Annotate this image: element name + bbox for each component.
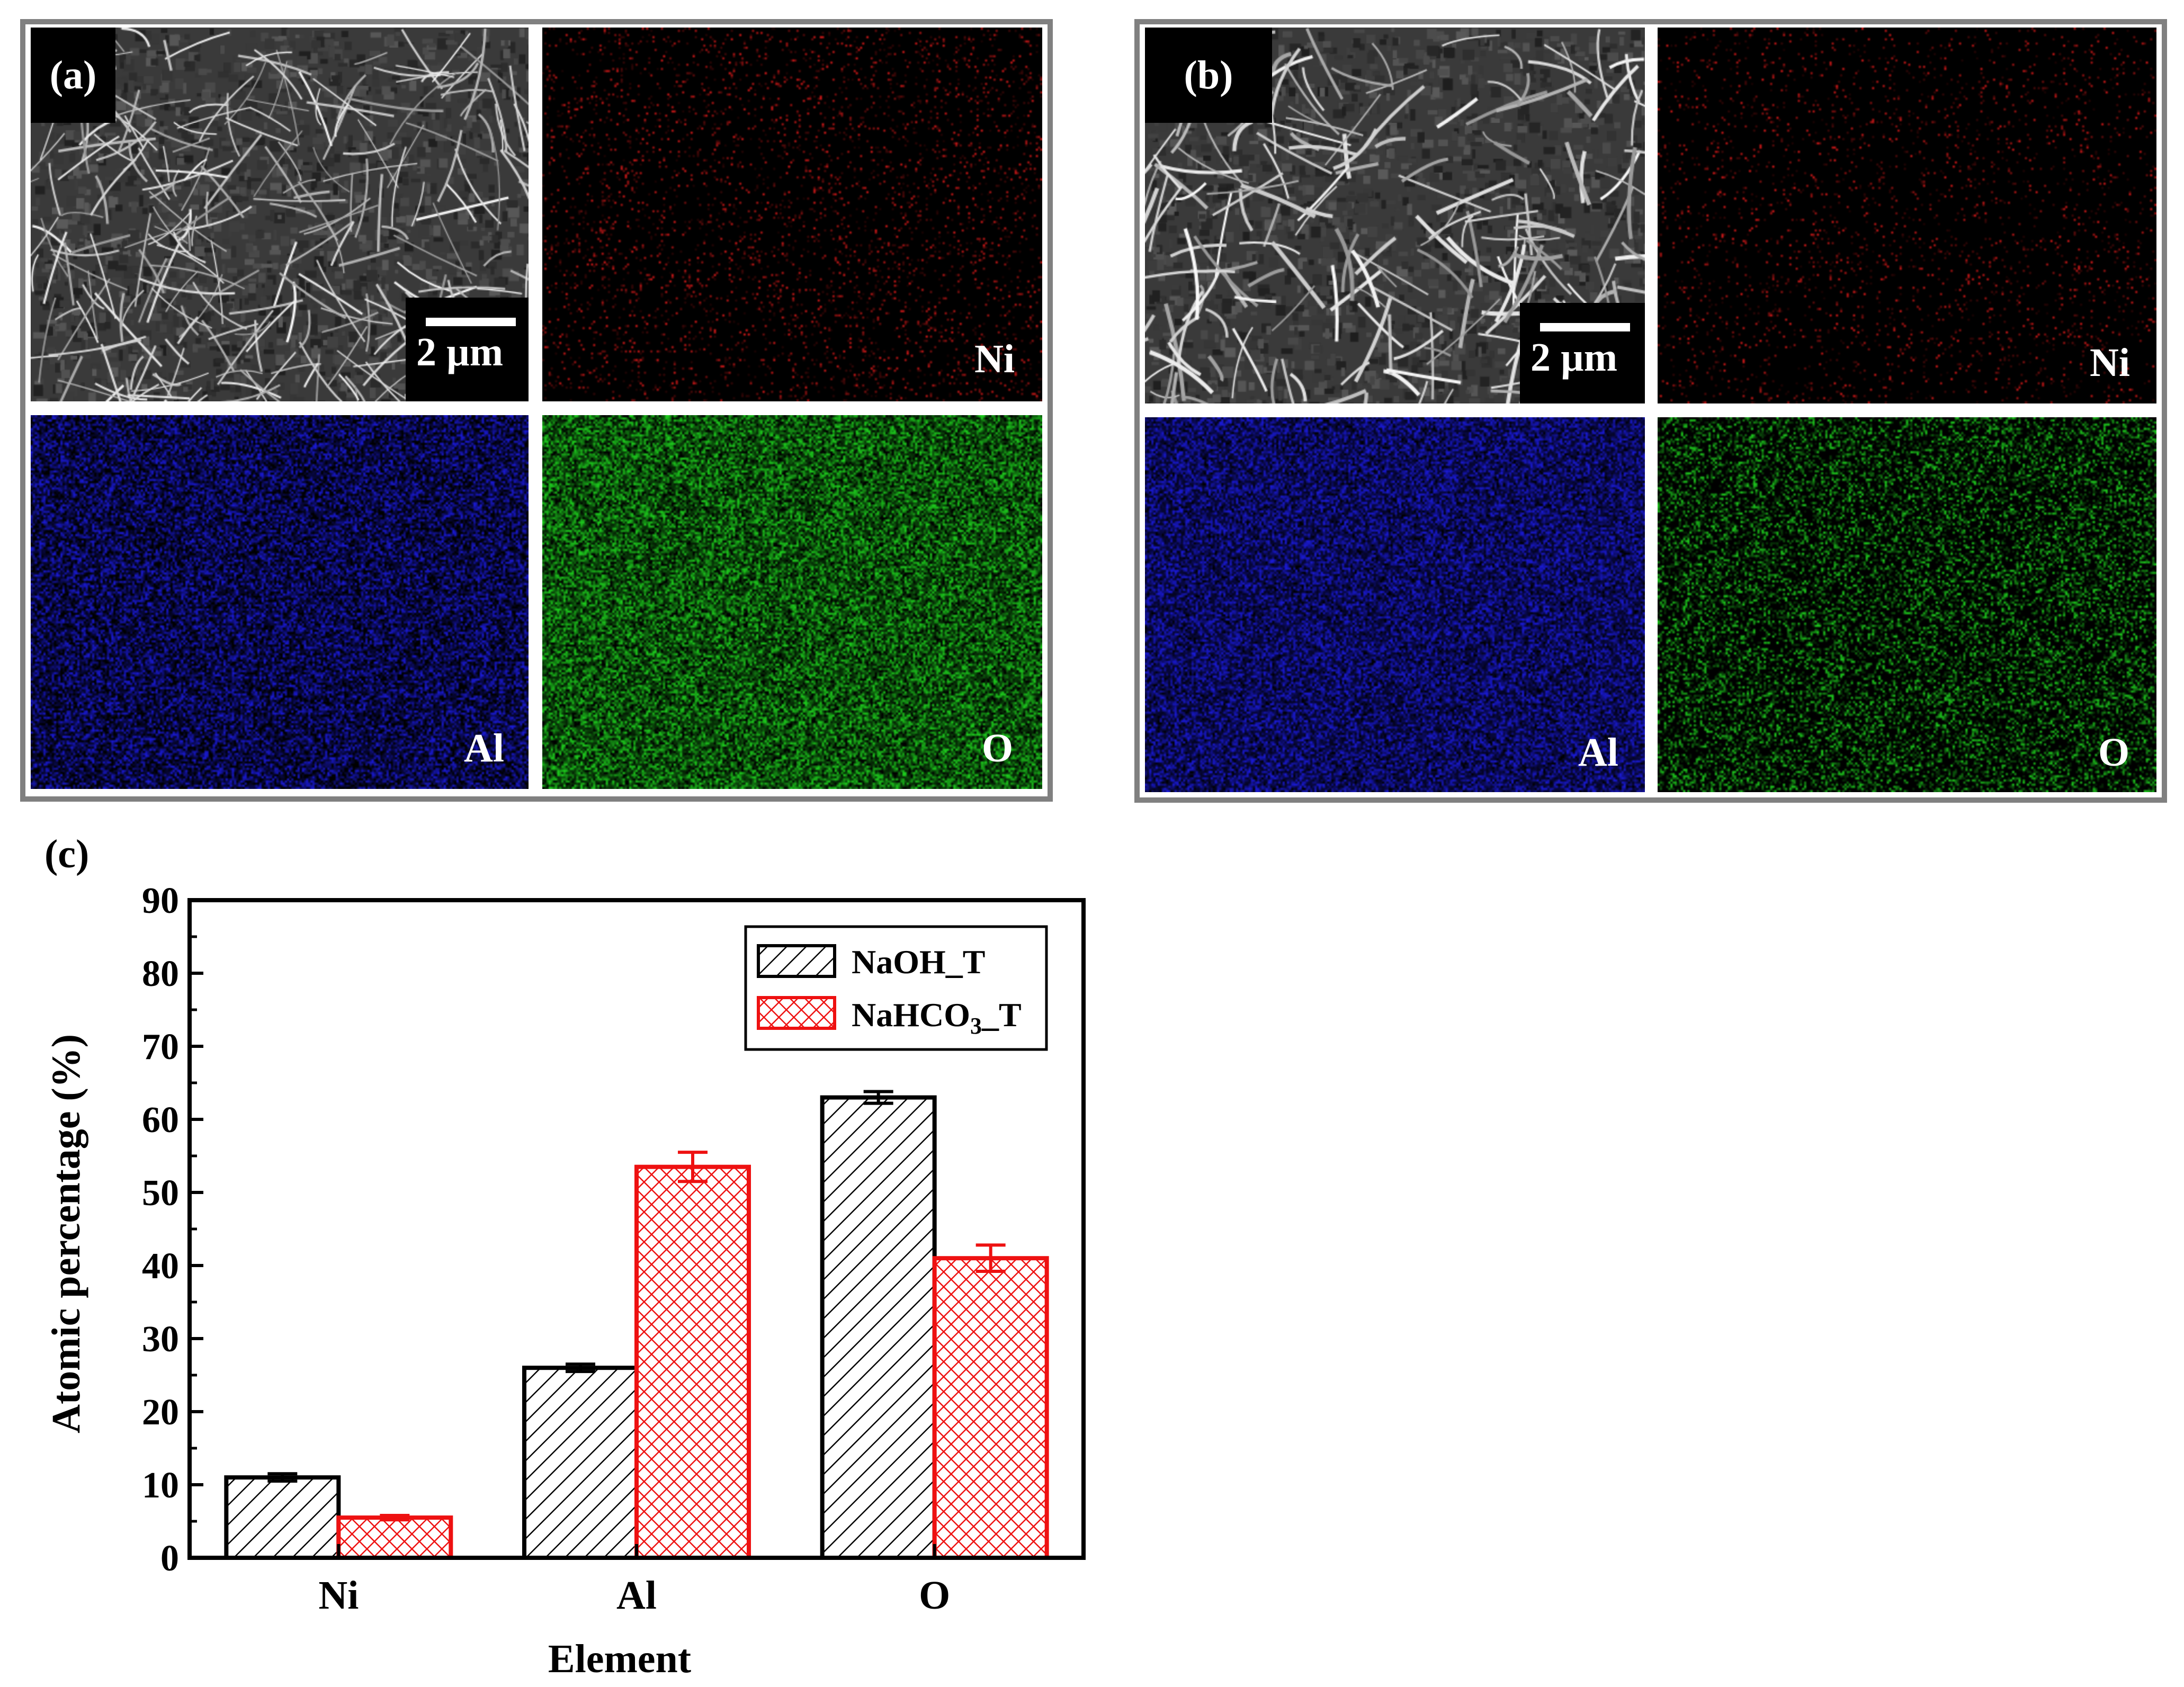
scale-bar-label: 2 µm bbox=[1530, 335, 1618, 380]
y-tick-label: 0 bbox=[160, 1538, 179, 1579]
bar-naoh_t-ni bbox=[224, 1475, 341, 1560]
panel-b-o-map bbox=[1658, 417, 2156, 792]
legend-label-nahco3-sub: 3 bbox=[970, 1013, 982, 1039]
panel-b-scale-bar: 2 µm bbox=[1520, 303, 1645, 403]
panel-b-ni-label: Ni bbox=[2090, 340, 2130, 385]
bar-nahco3_t-al bbox=[634, 1164, 751, 1560]
panel-a-al-label: Al bbox=[464, 726, 504, 770]
x-tick-label: Ni bbox=[318, 1573, 359, 1618]
bar-nahco3_t-o bbox=[932, 1256, 1049, 1560]
y-tick-label: 30 bbox=[142, 1319, 179, 1360]
panel-a-ni-map bbox=[542, 28, 1042, 401]
panel-a-ni-label: Ni bbox=[974, 337, 1015, 381]
y-tick-label: 40 bbox=[142, 1246, 179, 1287]
panel-a-o-map bbox=[542, 415, 1042, 789]
legend-swatch-naoh bbox=[757, 944, 836, 978]
chart-c: 0 10 20 30 40 50 60 70 80 90 Ni Al O Atomic percent… bbox=[44, 881, 1086, 1681]
scale-bar-line bbox=[1540, 323, 1630, 331]
scale-bar-label: 2 µm bbox=[416, 330, 504, 374]
x-axis-label: Element bbox=[548, 1637, 691, 1681]
legend-label-nahco3: NaHCO3_T bbox=[852, 996, 1022, 1039]
bar-naoh_t-al bbox=[522, 1366, 639, 1560]
legend-swatch-nahco3 bbox=[757, 996, 836, 1030]
y-tick-label: 60 bbox=[142, 1100, 179, 1141]
panel-b-al-map bbox=[1145, 417, 1645, 792]
y-tick-label: 20 bbox=[142, 1392, 179, 1433]
y-axis-label: Atomic percentage (%) bbox=[44, 1034, 88, 1433]
x-tick-label: O bbox=[919, 1573, 950, 1618]
y-tick-label: 70 bbox=[142, 1027, 179, 1067]
panel-a-al-map bbox=[31, 415, 529, 789]
panel-b-al-label: Al bbox=[1578, 730, 1618, 775]
legend-label-nahco3-main: NaHCO bbox=[852, 996, 970, 1034]
bar-nahco3_t-ni bbox=[336, 1515, 453, 1560]
legend-label-naoh: NaOH_T bbox=[852, 943, 985, 981]
y-tick-label: 80 bbox=[142, 954, 179, 994]
panel-a-scale-bar: 2 µm bbox=[406, 298, 529, 401]
panel-c-letter: (c) bbox=[44, 832, 89, 876]
panel-a-letter: (a) bbox=[31, 28, 115, 123]
x-tick-label: Al bbox=[616, 1573, 657, 1618]
panel-b-letter: (b) bbox=[1145, 28, 1272, 123]
legend-label-nahco3-tail: _T bbox=[981, 996, 1022, 1034]
y-axis: 0 10 20 30 40 50 60 70 80 90 bbox=[142, 881, 203, 1579]
y-tick-label: 10 bbox=[142, 1465, 179, 1506]
panel-b-o-label: O bbox=[2098, 730, 2130, 775]
y-tick-label: 50 bbox=[142, 1173, 179, 1214]
chart-bars-group bbox=[224, 1090, 1049, 1560]
panel-a-o-label: O bbox=[982, 726, 1014, 770]
y-tick-label: 90 bbox=[142, 881, 179, 921]
legend: NaOH_T NaHCO3_T bbox=[744, 925, 1048, 1051]
panel-b-ni-map bbox=[1658, 28, 2156, 403]
bar-naoh_t-o bbox=[820, 1095, 937, 1560]
scale-bar-line bbox=[426, 318, 516, 326]
x-axis: Ni Al O bbox=[318, 1544, 950, 1618]
